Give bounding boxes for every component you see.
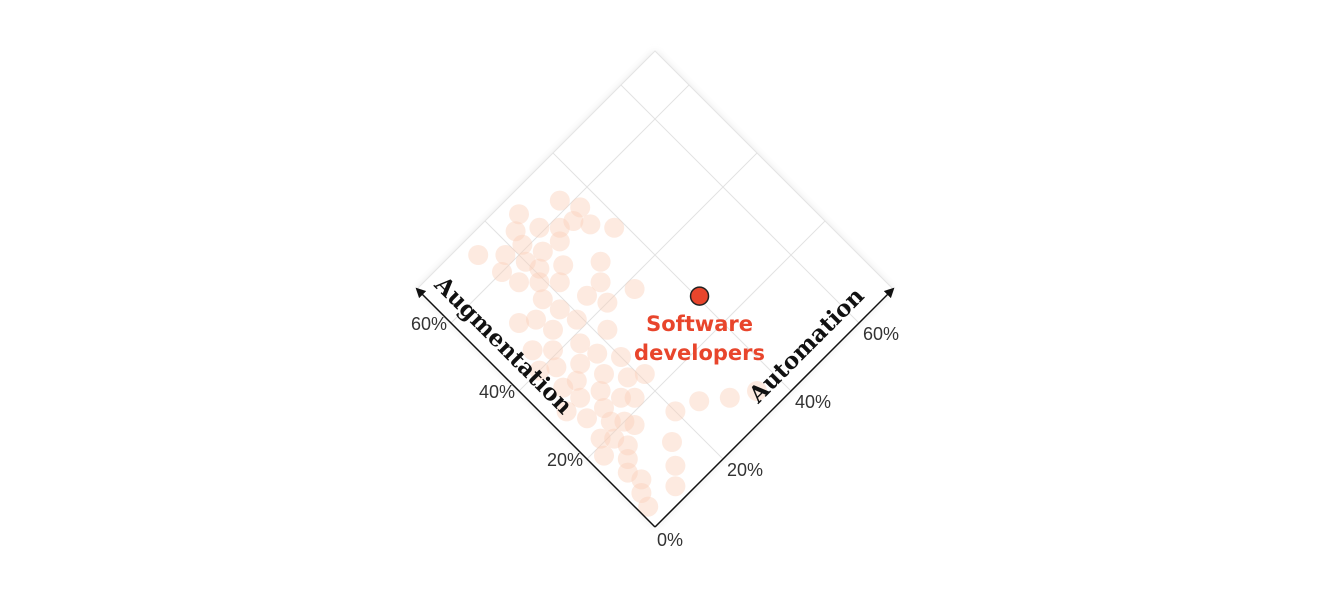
grid-line [620, 84, 860, 324]
point [532, 289, 553, 310]
point [594, 398, 614, 418]
point [580, 214, 601, 235]
point [509, 313, 529, 333]
point [600, 411, 621, 432]
point [529, 258, 550, 279]
grid-line [450, 84, 690, 324]
point [522, 340, 543, 361]
point [631, 469, 652, 490]
grid-line [518, 152, 758, 392]
point [587, 343, 608, 364]
point [570, 197, 591, 218]
point [665, 455, 686, 476]
point [631, 483, 652, 503]
point [549, 190, 570, 211]
point [597, 292, 618, 313]
point [617, 462, 638, 483]
plot-area [416, 50, 894, 528]
point [594, 364, 614, 384]
point [590, 251, 611, 272]
point [543, 319, 563, 340]
point [624, 279, 645, 299]
point [553, 377, 574, 398]
point [566, 370, 587, 391]
y-tick-label: 40% [479, 382, 515, 402]
point [594, 445, 614, 466]
point [556, 401, 577, 422]
point [634, 364, 655, 384]
point [468, 245, 489, 265]
point [597, 319, 618, 340]
y-tick-label: 60% [411, 314, 447, 334]
point [719, 387, 740, 408]
point [604, 217, 625, 238]
point [549, 217, 570, 238]
point [617, 367, 638, 388]
grid-line [586, 220, 826, 460]
point [553, 255, 574, 276]
point [566, 309, 587, 330]
point [570, 387, 591, 408]
point [617, 435, 638, 456]
x-tick-label: 40% [795, 392, 831, 412]
point [549, 231, 570, 252]
y-tick-label: 20% [547, 450, 583, 470]
point [590, 428, 611, 449]
y-axis [415, 287, 656, 528]
point [495, 245, 516, 265]
point [563, 211, 584, 231]
point [526, 309, 546, 330]
point [638, 496, 659, 517]
point [570, 333, 591, 354]
point [509, 272, 529, 293]
point [590, 272, 611, 293]
x-tick-label: 20% [727, 460, 763, 480]
point [624, 415, 645, 435]
point [512, 234, 533, 255]
point [624, 387, 645, 408]
point [549, 272, 570, 293]
plot-background [416, 50, 894, 528]
point [604, 428, 625, 449]
point [543, 340, 563, 361]
point [515, 251, 536, 272]
point [617, 449, 638, 469]
point [529, 272, 550, 293]
point [611, 387, 631, 408]
point [689, 391, 710, 412]
point [509, 204, 529, 225]
point [505, 221, 526, 242]
point [549, 299, 570, 320]
point [546, 357, 567, 378]
point [747, 381, 767, 401]
point [611, 347, 631, 367]
highlight-point [689, 286, 710, 306]
point [665, 401, 686, 422]
grid-line [484, 220, 724, 460]
point [570, 353, 591, 374]
point [492, 262, 512, 282]
point [529, 360, 550, 381]
x-tick-label: 60% [863, 324, 899, 344]
point [577, 285, 597, 306]
point [529, 217, 550, 238]
x-tick-label: 0% [657, 530, 683, 550]
point [662, 432, 682, 452]
point [590, 381, 611, 401]
point [577, 408, 597, 429]
grid-line [552, 152, 792, 392]
point [532, 241, 553, 262]
point [614, 411, 635, 432]
x-axis [654, 287, 895, 528]
point [665, 476, 686, 497]
highlight-label: Software developers [634, 312, 766, 366]
